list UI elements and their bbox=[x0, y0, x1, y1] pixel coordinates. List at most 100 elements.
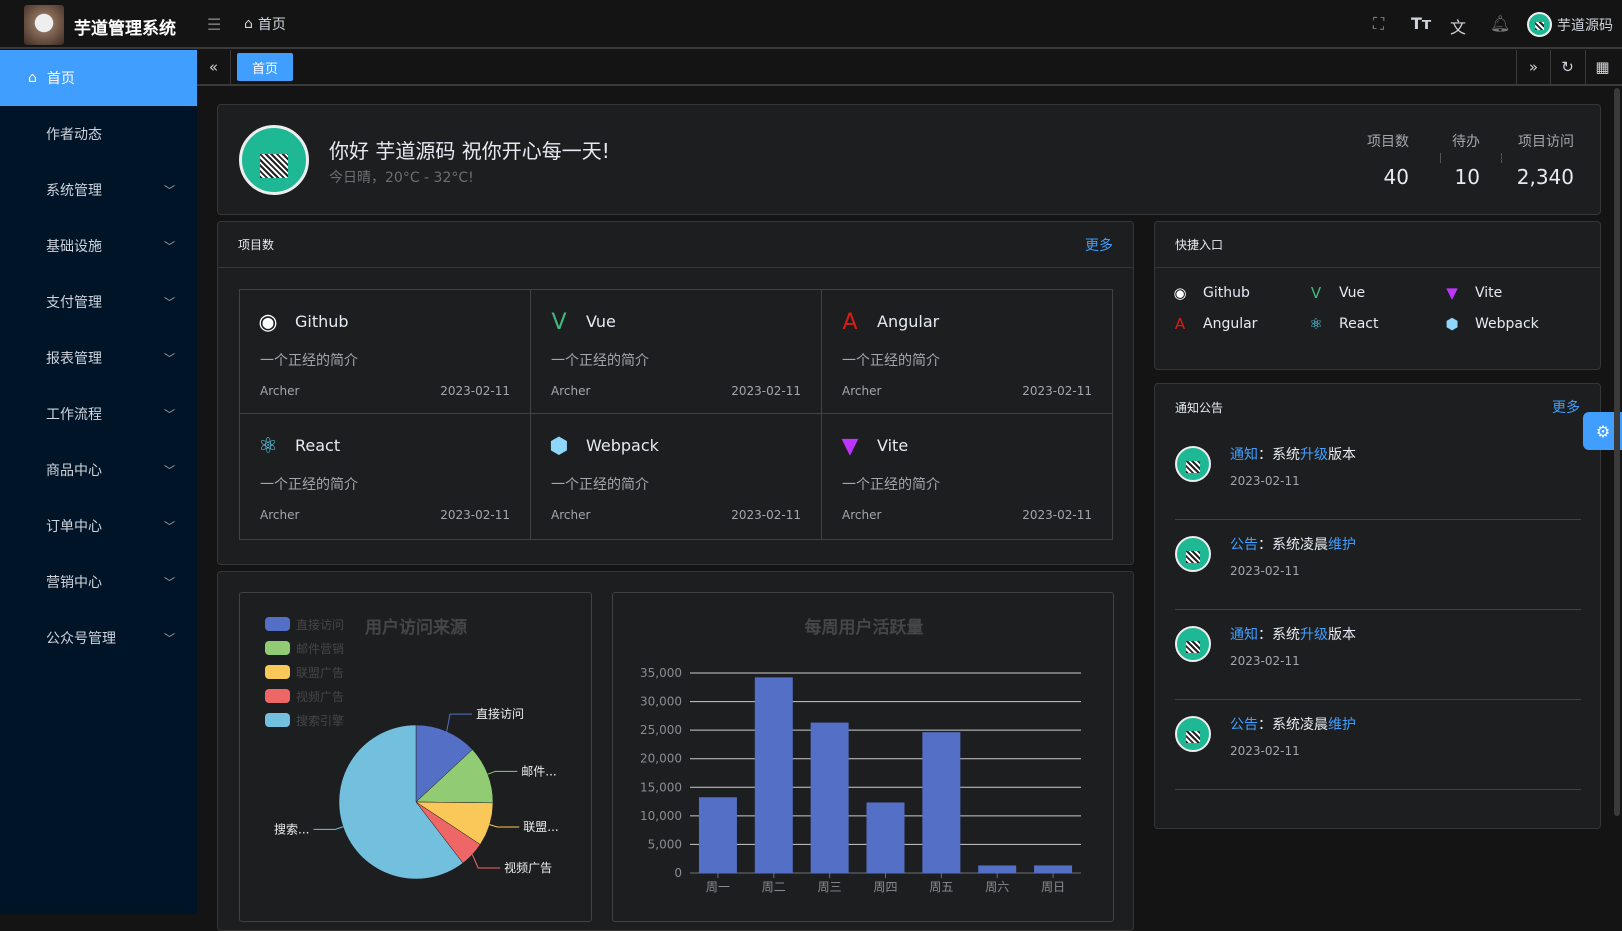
scroll-left-icon[interactable]: « bbox=[197, 50, 231, 84]
y-tick-label: 15,000 bbox=[640, 780, 682, 794]
card-title: 快捷入口 bbox=[1175, 238, 1224, 252]
shortcut-react[interactable]: ⚛ React bbox=[1307, 315, 1378, 333]
username[interactable]: 芋道源码 bbox=[1557, 18, 1613, 34]
avatar bbox=[1175, 536, 1211, 572]
y-tick-label: 30,000 bbox=[640, 695, 682, 709]
avatar bbox=[1175, 626, 1211, 662]
refresh-icon[interactable]: ↻ bbox=[1550, 50, 1584, 84]
vite-icon: ▼ bbox=[841, 434, 859, 459]
bell-icon[interactable]: 🔔︎ bbox=[1490, 14, 1511, 33]
project-date: 2023-02-11 bbox=[731, 508, 801, 522]
sidebar-item-home[interactable]: ⌂ 首页 bbox=[0, 50, 197, 106]
sidebar-item-label: 订单中心 bbox=[46, 519, 102, 535]
logo-image bbox=[24, 5, 64, 45]
chevron-down-icon: ﹀ bbox=[164, 296, 175, 309]
chart-title: 用户访问来源 bbox=[365, 617, 467, 638]
sidebar-item-label: 工作流程 bbox=[46, 407, 102, 423]
avatar[interactable] bbox=[1527, 12, 1552, 37]
avatar bbox=[1175, 446, 1211, 482]
scrollbar[interactable] bbox=[1614, 88, 1620, 816]
sidebar-item-mp[interactable]: 公众号管理 ﹀ bbox=[0, 610, 197, 666]
menu-fold-icon[interactable]: ☰ bbox=[207, 15, 222, 34]
shortcut-label: Webpack bbox=[1475, 316, 1539, 332]
sidebar-item-marketing[interactable]: 营销中心 ﹀ bbox=[0, 554, 197, 610]
pie-chart-panel: 用户访问来源 直接访问 邮件营销 联盟广告 视频广告 搜索引擎 直接访问 邮件... 联盟...… bbox=[239, 592, 592, 922]
pie-label-line bbox=[487, 770, 518, 775]
notice-date: 2023-02-11 bbox=[1230, 564, 1300, 578]
shortcut-webpack[interactable]: ⬢ Webpack bbox=[1443, 315, 1539, 333]
project-date: 2023-02-11 bbox=[440, 384, 510, 398]
legend-swatch bbox=[265, 641, 290, 655]
notice-highlight: 升级 bbox=[1300, 447, 1328, 463]
sidebar: ⌂ 首页 作者动态 系统管理 ﹀ 基础设施 ﹀ 支付管理 ﹀ 报表管理 ﹀ 工作流程 ﹀ 商… bbox=[0, 50, 197, 914]
notice-date: 2023-02-11 bbox=[1230, 744, 1300, 758]
tab-home[interactable]: 首页 bbox=[237, 53, 293, 81]
shortcut-vue[interactable]: V Vue bbox=[1307, 284, 1365, 302]
pie-slice bbox=[415, 724, 473, 803]
card-header: 通知公告 更多 bbox=[1155, 384, 1600, 430]
notice-title: 公告：系统凌晨维护 bbox=[1230, 534, 1356, 554]
project-card[interactable]: ⚛ React 一个正经的简介 Archer 2023-02-11 bbox=[239, 413, 531, 540]
sidebar-item-author-news[interactable]: 作者动态 bbox=[0, 106, 197, 162]
shortcut-angular[interactable]: A Angular bbox=[1171, 315, 1258, 333]
sidebar-item-system[interactable]: 系统管理 ﹀ bbox=[0, 162, 197, 218]
project-author: Archer bbox=[260, 508, 300, 522]
sidebar-item-label: 商品中心 bbox=[46, 463, 102, 479]
pie-slice bbox=[415, 749, 494, 804]
tab-bar: « 首页 » ↻ ▦ bbox=[197, 50, 1622, 86]
shortcut-label: Vite bbox=[1475, 285, 1503, 301]
more-link[interactable]: 更多 bbox=[1552, 400, 1580, 416]
project-card[interactable]: ▼ Vite 一个正经的简介 Archer 2023-02-11 bbox=[821, 413, 1113, 540]
avatar bbox=[1175, 716, 1211, 752]
bar bbox=[866, 802, 905, 873]
vue-icon: V bbox=[1310, 284, 1322, 302]
breadcrumb[interactable]: ⌂ 首页 bbox=[244, 14, 286, 34]
charts-card: 用户访问来源 直接访问 邮件营销 联盟广告 视频广告 搜索引擎 直接访问 邮件... 联盟...… bbox=[217, 571, 1134, 931]
stat-label: 项目访问 bbox=[1518, 134, 1574, 150]
project-card[interactable]: ⬢ Webpack 一个正经的简介 Archer 2023-02-11 bbox=[530, 413, 822, 540]
more-link[interactable]: 更多 bbox=[1085, 237, 1113, 254]
stat-label: 待办 bbox=[1452, 134, 1480, 150]
notice-text: ：系统凌晨 bbox=[1258, 537, 1328, 553]
pie-slice-label: 搜索... bbox=[274, 821, 309, 836]
sidebar-item-order[interactable]: 订单中心 ﹀ bbox=[0, 498, 197, 554]
notice-item[interactable]: 公告：系统凌晨维护 2023-02-11 bbox=[1175, 520, 1581, 610]
sidebar-item-pay[interactable]: 支付管理 ﹀ bbox=[0, 274, 197, 330]
sidebar-item-infra[interactable]: 基础设施 ﹀ bbox=[0, 218, 197, 274]
legend-label: 邮件营销 bbox=[296, 642, 344, 656]
font-size-icon[interactable]: Tт bbox=[1411, 14, 1432, 33]
project-desc: 一个正经的简介 bbox=[842, 477, 940, 493]
bar bbox=[810, 722, 849, 873]
pie-slice-label: 直接访问 bbox=[476, 706, 524, 721]
notice-item[interactable]: 公告：系统凌晨维护 2023-02-11 bbox=[1175, 700, 1581, 790]
shortcut-github[interactable]: ◉ Github bbox=[1171, 284, 1249, 302]
sidebar-item-product[interactable]: 商品中心 ﹀ bbox=[0, 442, 197, 498]
chevron-down-icon: ﹀ bbox=[164, 464, 175, 477]
user-avatar bbox=[239, 125, 309, 195]
chevron-down-icon: ﹀ bbox=[164, 352, 175, 365]
sidebar-item-workflow[interactable]: 工作流程 ﹀ bbox=[0, 386, 197, 442]
notice-text: 版本 bbox=[1328, 447, 1356, 463]
fullscreen-icon[interactable]: ⛶ bbox=[1373, 14, 1385, 33]
y-tick-label: 20,000 bbox=[640, 752, 682, 766]
legend-swatch bbox=[265, 665, 290, 679]
project-name: Vite bbox=[877, 436, 909, 455]
grid-menu-icon[interactable]: ▦ bbox=[1585, 50, 1619, 84]
chevron-down-icon: ﹀ bbox=[164, 240, 175, 253]
project-card[interactable]: A Angular 一个正经的简介 Archer 2023-02-11 bbox=[821, 289, 1113, 416]
notice-item[interactable]: 通知：系统升级版本 2023-02-11 bbox=[1175, 610, 1581, 700]
notice-item[interactable]: 通知：系统升级版本 2023-02-11 bbox=[1175, 430, 1581, 520]
card-title: 项目数 bbox=[238, 238, 275, 252]
translate-icon[interactable]: 文 bbox=[1450, 18, 1467, 37]
notice-date: 2023-02-11 bbox=[1230, 474, 1300, 488]
scroll-right-icon[interactable]: » bbox=[1516, 50, 1550, 84]
shortcut-vite[interactable]: ▼ Vite bbox=[1443, 284, 1502, 302]
pie-label-line bbox=[471, 854, 501, 869]
notice-highlight: 维护 bbox=[1328, 717, 1356, 733]
project-card[interactable]: ◉ Github 一个正经的简介 Archer 2023-02-11 bbox=[239, 289, 531, 416]
sidebar-item-report[interactable]: 报表管理 ﹀ bbox=[0, 330, 197, 386]
chevron-down-icon: ﹀ bbox=[164, 408, 175, 421]
project-card[interactable]: V Vue 一个正经的简介 Archer 2023-02-11 bbox=[530, 289, 822, 416]
project-date: 2023-02-11 bbox=[1022, 508, 1092, 522]
sidebar-item-label: 首页 bbox=[46, 71, 75, 87]
